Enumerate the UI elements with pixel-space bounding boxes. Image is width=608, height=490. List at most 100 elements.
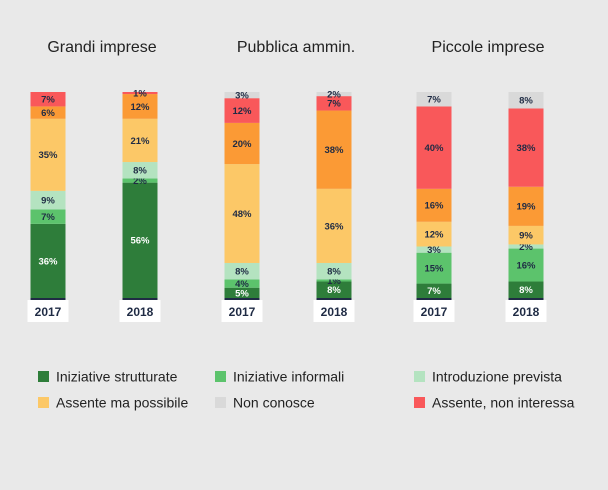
- bar-segment-informal: [224, 279, 260, 288]
- data-label: 12%: [424, 230, 444, 241]
- legend-swatch-unknown: [215, 397, 226, 408]
- bar-segment-planned: [224, 262, 260, 280]
- data-label: 8%: [133, 166, 147, 177]
- x-tick-label: 2018: [127, 305, 154, 319]
- data-label: 20%: [232, 139, 252, 150]
- bar-segment-orange: [224, 122, 260, 165]
- bar-segment-not_interested: [30, 92, 66, 107]
- bar-baseline: [508, 298, 544, 300]
- bar-baseline: [316, 298, 352, 300]
- data-label: 7%: [427, 286, 441, 297]
- bar-segment-structured: [508, 281, 544, 298]
- legend-swatch-structured: [38, 371, 49, 382]
- year-label-box: [119, 300, 161, 322]
- bar-segment-possible: [224, 164, 260, 263]
- year-label-box: [413, 300, 455, 322]
- bar-segment-possible: [30, 118, 66, 191]
- data-label: 9%: [519, 231, 533, 242]
- group-title: Piccole imprese: [432, 39, 545, 56]
- year-label-box: [27, 300, 69, 322]
- legend-label-not_interested: Assente, non interessa: [432, 395, 575, 411]
- bar-segment-not_interested: [316, 96, 352, 111]
- bar-segment-informal: [416, 252, 452, 284]
- data-label: 12%: [232, 106, 252, 117]
- data-label: 4%: [235, 279, 249, 290]
- bar-segment-informal: [316, 279, 352, 282]
- x-tick-label: 2017: [421, 305, 448, 319]
- bar-segment-unknown: [224, 92, 260, 99]
- data-label: 3%: [235, 90, 249, 101]
- group-title: Grandi imprese: [47, 39, 156, 56]
- bar-segment-planned: [122, 162, 158, 179]
- bar-segment-structured: [416, 283, 452, 298]
- legend-label-unknown: Non conosce: [233, 395, 315, 411]
- bar-segment-informal: [508, 248, 544, 282]
- data-label: 35%: [38, 150, 58, 161]
- x-tick-label: 2017: [35, 305, 62, 319]
- bar-segment-structured: [122, 182, 158, 298]
- bar-segment-planned: [30, 190, 66, 210]
- data-label: 1%: [327, 276, 341, 287]
- bar-segment-possible: [122, 118, 158, 163]
- data-label: 3%: [427, 245, 441, 256]
- bar-segment-possible: [508, 225, 544, 245]
- data-label: 36%: [324, 221, 344, 232]
- data-label: 12%: [130, 102, 150, 113]
- bar-segment-not_interested: [416, 106, 452, 189]
- legend-label-possible: Assente ma possibile: [56, 395, 189, 411]
- data-label: 16%: [516, 260, 536, 271]
- data-label: 48%: [232, 209, 252, 220]
- bar-segment-informal: [122, 178, 158, 183]
- bar-segment-structured: [224, 287, 260, 298]
- bar-segment-not_interested: [224, 98, 260, 123]
- legend-swatch-informal: [215, 371, 226, 382]
- bar-segment-informal: [30, 209, 66, 224]
- data-label: 8%: [235, 267, 249, 278]
- year-label-box: [313, 300, 355, 322]
- bar-segment-planned: [508, 244, 544, 249]
- year-label-box: [221, 300, 263, 322]
- legend-label-structured: Iniziative strutturate: [56, 369, 178, 385]
- bar-segment-orange: [508, 186, 544, 226]
- legend-label-informal: Iniziative informali: [233, 369, 344, 385]
- data-label: 2%: [133, 176, 147, 187]
- data-label: 40%: [424, 143, 444, 154]
- data-label: 1%: [133, 88, 147, 99]
- legend-swatch-possible: [38, 397, 49, 408]
- legend-swatch-planned: [414, 371, 425, 382]
- data-label: 8%: [519, 285, 533, 296]
- year-label-box: [505, 300, 547, 322]
- bar-baseline: [224, 298, 260, 300]
- bar-segment-not_interested: [122, 92, 158, 95]
- bar-baseline: [416, 298, 452, 300]
- bar-segment-orange: [316, 110, 352, 189]
- bar-segment-unknown: [316, 92, 352, 97]
- data-label: 38%: [324, 145, 344, 156]
- x-tick-label: 2017: [229, 305, 256, 319]
- data-label: 9%: [41, 196, 55, 207]
- data-label: 5%: [235, 288, 249, 299]
- bar-segment-orange: [30, 106, 66, 119]
- bar-segment-planned: [316, 262, 352, 280]
- group-title: Pubblica ammin.: [237, 39, 355, 56]
- bar-segment-not_interested: [508, 108, 544, 187]
- bar-segment-planned: [416, 246, 452, 253]
- bar-segment-unknown: [508, 92, 544, 109]
- data-label: 7%: [41, 95, 55, 106]
- bar-segment-orange: [416, 188, 452, 222]
- data-label: 38%: [516, 143, 536, 154]
- data-label: 15%: [424, 264, 444, 275]
- bar-segment-orange: [122, 94, 158, 119]
- data-label: 8%: [519, 96, 533, 107]
- data-label: 8%: [327, 285, 341, 296]
- bar-segment-structured: [316, 281, 352, 298]
- bar-segment-possible: [316, 188, 352, 263]
- bar-baseline: [122, 298, 158, 300]
- legend-swatch-not_interested: [414, 397, 425, 408]
- data-label: 21%: [130, 136, 150, 147]
- data-label: 7%: [41, 212, 55, 223]
- data-label: 6%: [41, 108, 55, 119]
- data-label: 19%: [516, 202, 536, 213]
- bar-segment-possible: [416, 221, 452, 247]
